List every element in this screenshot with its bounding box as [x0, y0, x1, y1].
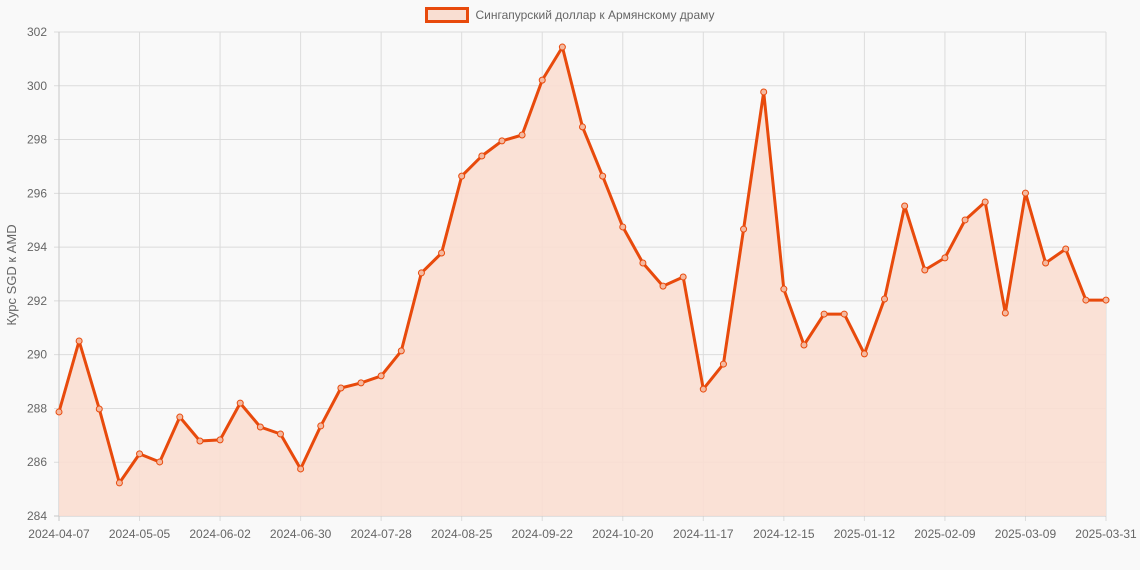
x-tick-label: 2024-09-22 [512, 527, 574, 541]
y-tick-label: 300 [27, 79, 47, 93]
data-point[interactable] [840, 310, 848, 318]
y-tick-label: 286 [27, 455, 47, 469]
data-point[interactable] [1082, 296, 1090, 304]
y-tick-label: 284 [27, 509, 47, 523]
data-point[interactable] [236, 399, 244, 407]
x-tick-label: 2025-02-09 [914, 527, 976, 541]
data-point[interactable] [981, 198, 989, 206]
x-tick-label: 2025-03-09 [995, 527, 1057, 541]
data-point[interactable] [75, 337, 83, 345]
x-tick-label: 2024-06-02 [189, 527, 251, 541]
data-point[interactable] [55, 408, 63, 416]
data-point[interactable] [397, 347, 405, 355]
data-point[interactable] [297, 465, 305, 473]
data-point[interactable] [216, 436, 224, 444]
y-tick-label: 290 [27, 348, 47, 362]
data-point[interactable] [719, 360, 727, 368]
data-point[interactable] [599, 172, 607, 180]
data-point[interactable] [538, 76, 546, 84]
data-point[interactable] [176, 413, 184, 421]
data-point[interactable] [518, 131, 526, 139]
data-point[interactable] [679, 273, 687, 281]
data-point[interactable] [337, 384, 345, 392]
data-point[interactable] [639, 259, 647, 267]
data-point[interactable] [115, 479, 123, 487]
data-point[interactable] [881, 295, 889, 303]
data-point[interactable] [196, 437, 204, 445]
x-tick-label: 2024-08-25 [431, 527, 493, 541]
x-tick-label: 2024-12-15 [753, 527, 815, 541]
data-point[interactable] [417, 269, 425, 277]
data-point[interactable] [1021, 189, 1029, 197]
data-point[interactable] [579, 123, 586, 131]
legend-swatch-icon [425, 7, 470, 23]
data-point[interactable] [941, 254, 949, 262]
x-tick-label: 2024-07-28 [350, 527, 412, 541]
data-point[interactable] [1001, 309, 1009, 317]
data-point[interactable] [377, 372, 385, 380]
x-tick-label: 2024-06-30 [270, 527, 332, 541]
x-tick-label: 2024-11-17 [673, 527, 734, 541]
data-point[interactable] [760, 88, 768, 96]
data-point[interactable] [780, 285, 788, 293]
x-tick-label: 2025-01-12 [834, 527, 896, 541]
data-point[interactable] [1042, 259, 1050, 267]
y-tick-label: 298 [27, 133, 47, 147]
data-point[interactable] [921, 266, 929, 274]
data-point[interactable] [820, 310, 828, 318]
data-point[interactable] [558, 43, 566, 51]
data-point[interactable] [95, 405, 103, 413]
y-axis-ticks: 284 286 288 290 292 294 296 298 300 302 [27, 25, 47, 523]
data-points [55, 43, 1110, 487]
data-point[interactable] [438, 249, 446, 257]
x-tick-label: 2024-04-07 [28, 527, 90, 541]
series-area-fill [59, 47, 1106, 516]
data-point[interactable] [498, 137, 506, 145]
y-axis-label: Курс SGD к AMD [4, 224, 19, 326]
y-tick-label: 296 [27, 186, 47, 200]
legend-label: Сингапурский доллар к Армянскому драму [475, 8, 715, 22]
y-tick-label: 294 [27, 240, 47, 254]
legend[interactable]: Сингапурский доллар к Армянскому драму [0, 7, 1140, 23]
data-point[interactable] [1062, 245, 1070, 253]
data-point[interactable] [317, 422, 325, 430]
data-point[interactable] [659, 282, 667, 290]
data-point[interactable] [1102, 296, 1110, 304]
data-point[interactable] [619, 223, 627, 231]
x-tick-label: 2024-10-20 [592, 527, 654, 541]
data-point[interactable] [156, 458, 164, 466]
data-point[interactable] [256, 423, 264, 431]
data-point[interactable] [357, 379, 365, 387]
data-point[interactable] [478, 152, 486, 160]
data-point[interactable] [136, 450, 144, 458]
data-point[interactable] [276, 430, 284, 438]
data-point[interactable] [458, 172, 466, 180]
x-axis-ticks: 2024-04-07 2024-05-05 2024-06-02 2024-06-30… [28, 527, 1137, 541]
data-point[interactable] [800, 341, 808, 349]
x-tick-label: 2024-05-05 [109, 527, 171, 541]
x-tick-label: 2025-03-31 [1075, 527, 1137, 541]
data-point[interactable] [740, 225, 748, 233]
y-tick-label: 292 [27, 294, 47, 308]
data-point[interactable] [901, 202, 909, 210]
y-tick-label: 288 [27, 401, 47, 415]
y-tick-label: 302 [27, 25, 47, 39]
data-point[interactable] [699, 385, 707, 393]
data-point[interactable] [961, 216, 969, 224]
data-point[interactable] [860, 350, 868, 358]
